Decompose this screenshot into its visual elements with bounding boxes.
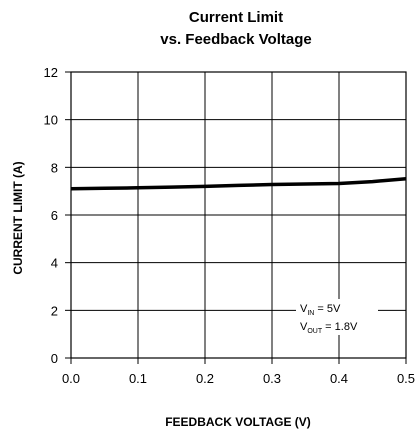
x-tick-labels: 0.0 0.1 0.2 0.3 0.4 0.5 — [62, 371, 415, 386]
y-tick-label: 2 — [51, 303, 58, 318]
y-tick-label: 10 — [44, 113, 58, 128]
y-tick-label: 8 — [51, 160, 58, 175]
series-line — [70, 177, 407, 191]
x-tick-label: 0.4 — [330, 371, 348, 386]
y-axis-label: CURRENT LIMIT (A) — [11, 161, 25, 274]
vout-prefix: V — [300, 321, 308, 333]
vout-label: VOUT = 1.8V — [300, 321, 358, 335]
vin-prefix: V — [300, 303, 308, 315]
vin-label: VIN = 5V — [300, 303, 341, 317]
x-axis-label: FEEDBACK VOLTAGE (V) — [165, 415, 311, 429]
series-layer — [70, 177, 407, 191]
y-tick-label: 4 — [51, 256, 58, 271]
vout-value: = 1.8V — [322, 321, 358, 333]
annotation-background — [296, 299, 378, 335]
vin-subscript: IN — [307, 310, 314, 317]
x-tick-label: 0.2 — [196, 371, 214, 386]
chart-title: Current Limit — [189, 9, 283, 26]
y-tick-labels: 0 2 4 6 8 10 12 — [44, 65, 58, 366]
y-tick-label: 12 — [44, 65, 58, 80]
vin-vout-annotation: VIN = 5V VOUT = 1.8V — [296, 299, 378, 335]
x-tick-label: 0.5 — [397, 371, 415, 386]
vout-subscript: OUT — [307, 328, 323, 335]
x-tick-label: 0.3 — [263, 371, 281, 386]
chart-subtitle: vs. Feedback Voltage — [160, 31, 311, 48]
x-tick-label: 0.1 — [129, 371, 147, 386]
y-tick-label: 6 — [51, 208, 58, 223]
x-tick-label: 0.0 — [62, 371, 80, 386]
vin-value: = 5V — [314, 303, 341, 315]
plot-frame — [70, 71, 407, 359]
y-tick-label: 0 — [51, 351, 58, 366]
